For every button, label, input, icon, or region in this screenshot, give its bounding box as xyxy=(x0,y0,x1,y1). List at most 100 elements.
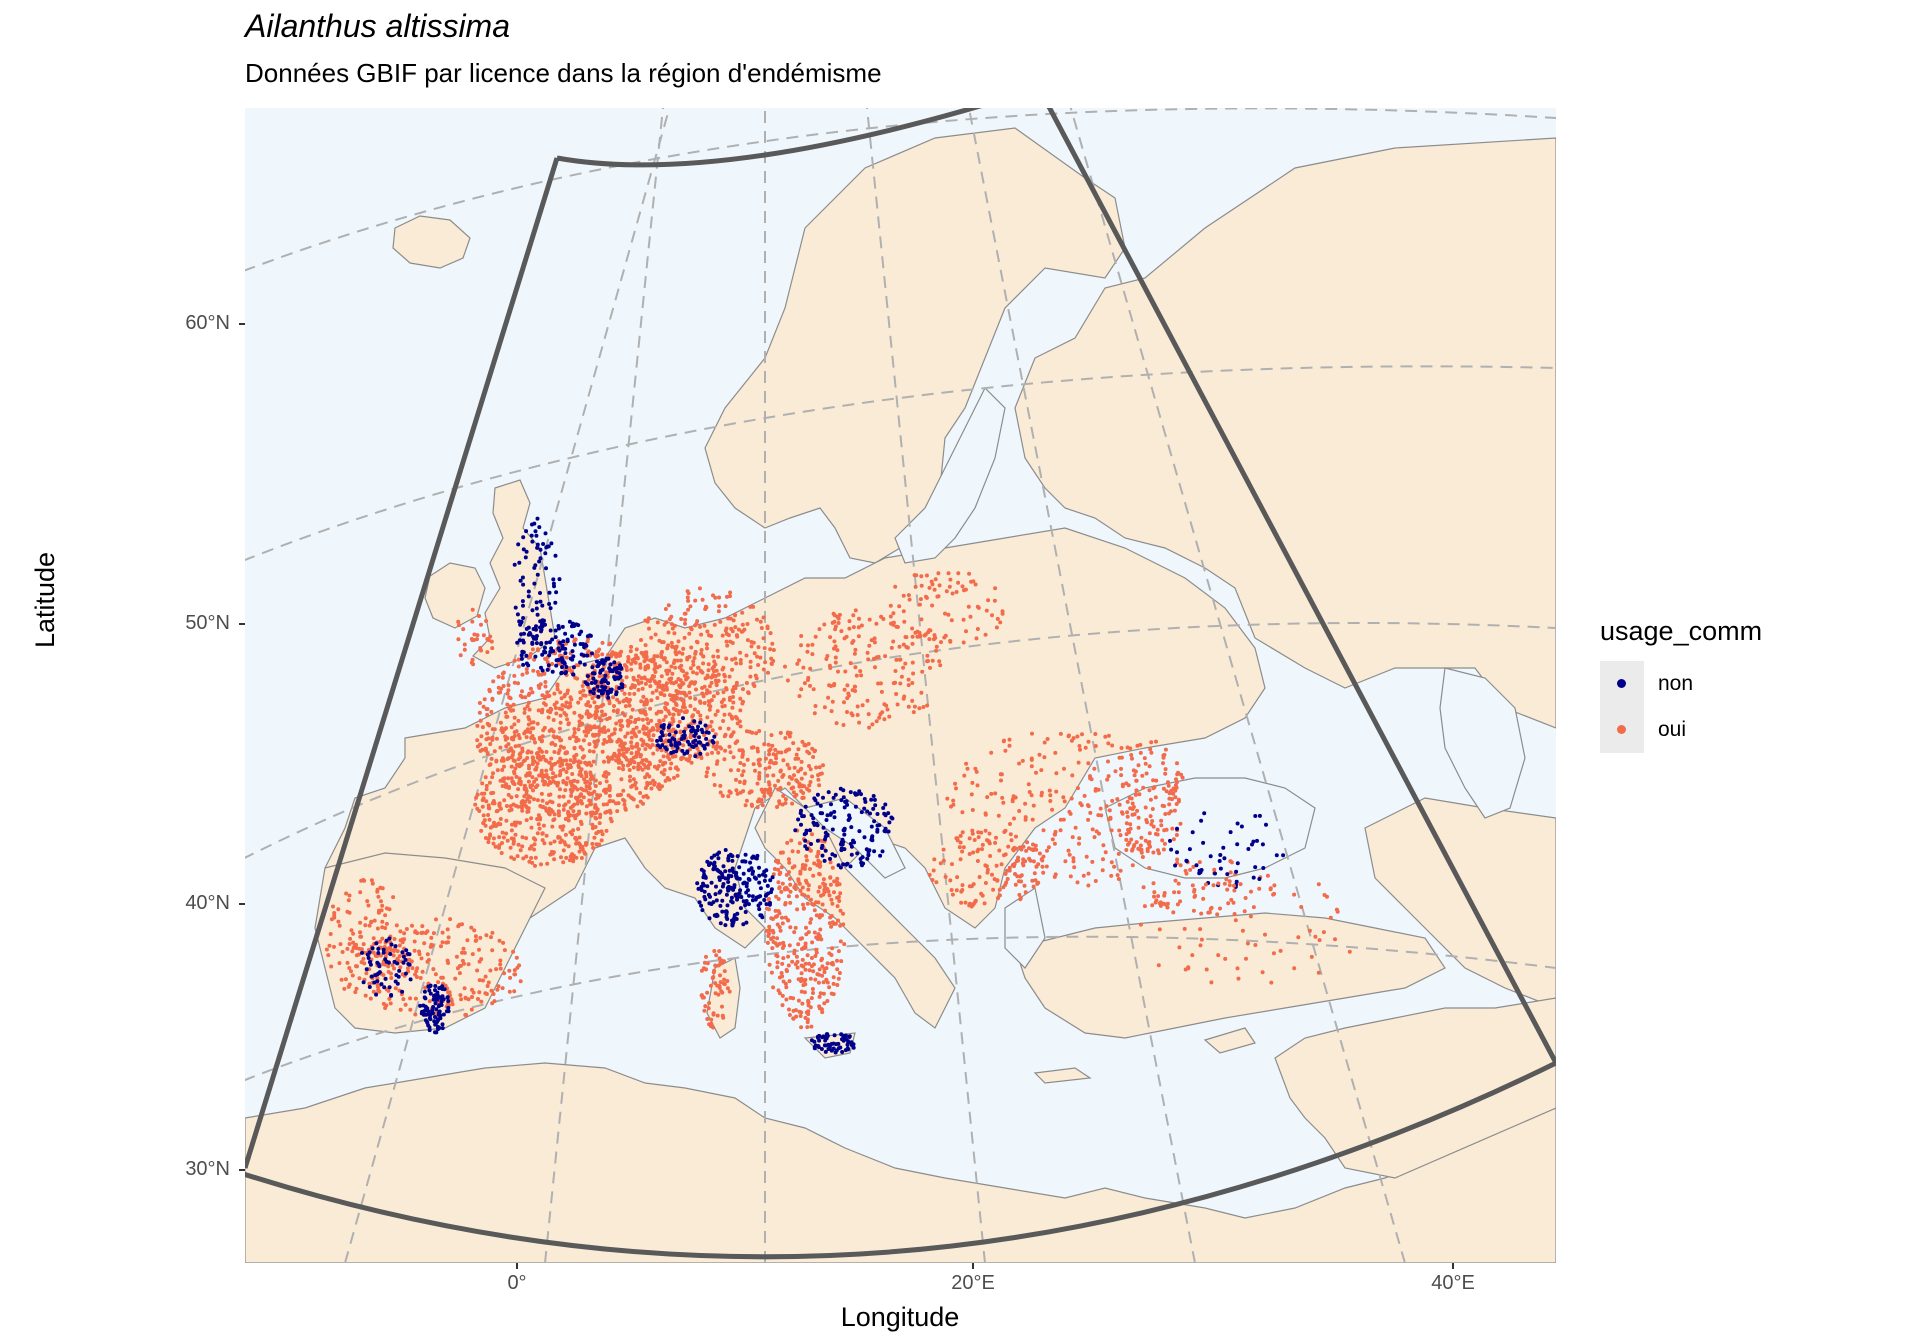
occurrence-point xyxy=(477,701,482,705)
occurrence-point xyxy=(431,997,436,1002)
occurrence-point xyxy=(592,835,597,840)
occurrence-point xyxy=(647,774,652,779)
occurrence-point xyxy=(872,636,877,641)
occurrence-point xyxy=(790,801,795,806)
occurrence-point xyxy=(669,622,674,627)
occurrence-point xyxy=(717,949,722,954)
occurrence-point xyxy=(851,613,856,618)
occurrence-point xyxy=(801,906,806,911)
occurrence-point xyxy=(738,790,743,795)
occurrence-point xyxy=(591,732,595,737)
occurrence-point xyxy=(796,747,801,752)
legend-entry-non[interactable]: non xyxy=(1600,661,1762,707)
occurrence-point xyxy=(783,736,788,740)
occurrence-point xyxy=(881,617,886,621)
occurrence-point xyxy=(491,841,496,846)
occurrence-point xyxy=(1133,769,1138,774)
occurrence-point xyxy=(512,759,517,763)
occurrence-point xyxy=(707,703,711,708)
occurrence-point xyxy=(924,573,929,578)
occurrence-point xyxy=(990,613,994,618)
occurrence-point xyxy=(817,1038,822,1043)
occurrence-point xyxy=(570,832,575,837)
occurrence-point xyxy=(1192,889,1197,894)
occurrence-point xyxy=(810,832,814,837)
occurrence-point xyxy=(776,778,781,783)
occurrence-point xyxy=(817,967,822,972)
occurrence-point xyxy=(733,613,738,617)
occurrence-point xyxy=(965,766,970,771)
occurrence-point xyxy=(960,830,965,835)
occurrence-point xyxy=(1005,868,1009,873)
occurrence-point xyxy=(439,999,444,1004)
occurrence-point xyxy=(639,676,644,681)
occurrence-point xyxy=(686,598,691,603)
occurrence-point xyxy=(579,856,584,860)
occurrence-point xyxy=(1092,766,1097,771)
occurrence-point xyxy=(1132,773,1137,778)
occurrence-point xyxy=(540,775,545,780)
occurrence-point xyxy=(569,790,574,795)
occurrence-point xyxy=(653,661,658,666)
occurrence-point xyxy=(975,627,980,631)
occurrence-point xyxy=(741,899,746,904)
occurrence-point xyxy=(552,735,557,740)
occurrence-point xyxy=(685,595,690,600)
occurrence-point xyxy=(514,794,519,799)
occurrence-point xyxy=(730,866,735,871)
occurrence-point xyxy=(647,737,652,742)
occurrence-point xyxy=(830,865,835,870)
occurrence-point xyxy=(872,819,877,824)
occurrence-point xyxy=(558,787,562,792)
x-tick-0: 0° xyxy=(507,1272,527,1294)
occurrence-point xyxy=(1005,877,1010,881)
occurrence-point xyxy=(433,1019,438,1024)
occurrence-point xyxy=(1173,863,1178,868)
occurrence-point xyxy=(427,1016,432,1021)
occurrence-point xyxy=(704,736,709,741)
occurrence-point xyxy=(771,761,776,766)
occurrence-point xyxy=(843,1033,848,1038)
occurrence-point xyxy=(925,703,930,708)
occurrence-point xyxy=(534,641,539,646)
occurrence-point xyxy=(563,802,568,807)
occurrence-point xyxy=(557,726,562,731)
legend-entry-oui[interactable]: oui xyxy=(1600,707,1762,753)
occurrence-point xyxy=(993,791,998,796)
occurrence-point xyxy=(932,633,937,638)
occurrence-point xyxy=(760,872,765,877)
occurrence-point xyxy=(683,621,687,626)
occurrence-point xyxy=(802,742,807,747)
occurrence-point xyxy=(710,976,715,980)
occurrence-point xyxy=(700,597,705,602)
map-panel[interactable] xyxy=(245,108,1556,1263)
occurrence-point xyxy=(574,739,579,744)
occurrence-point xyxy=(690,714,695,719)
occurrence-point xyxy=(1018,896,1023,901)
occurrence-point xyxy=(420,969,425,974)
occurrence-point xyxy=(1129,753,1134,757)
y-tick-mark xyxy=(239,903,245,905)
occurrence-point xyxy=(563,788,568,793)
occurrence-point xyxy=(726,854,731,858)
occurrence-point xyxy=(868,811,872,816)
occurrence-point xyxy=(643,667,648,672)
x-tick-mark xyxy=(972,1263,974,1269)
occurrence-point xyxy=(792,765,797,770)
occurrence-point xyxy=(1238,882,1243,887)
occurrence-point xyxy=(606,681,611,686)
occurrence-point xyxy=(715,648,720,653)
occurrence-point xyxy=(351,945,356,950)
occurrence-point xyxy=(540,709,544,714)
occurrence-point xyxy=(540,831,545,836)
occurrence-point xyxy=(688,732,693,737)
occurrence-point xyxy=(1239,824,1244,829)
occurrence-point xyxy=(685,675,690,680)
occurrence-point xyxy=(730,657,735,662)
occurrence-point xyxy=(558,744,563,749)
occurrence-point xyxy=(668,739,673,744)
occurrence-point xyxy=(632,782,637,787)
occurrence-point xyxy=(1240,928,1245,933)
occurrence-point xyxy=(449,999,454,1003)
occurrence-point xyxy=(532,737,536,741)
